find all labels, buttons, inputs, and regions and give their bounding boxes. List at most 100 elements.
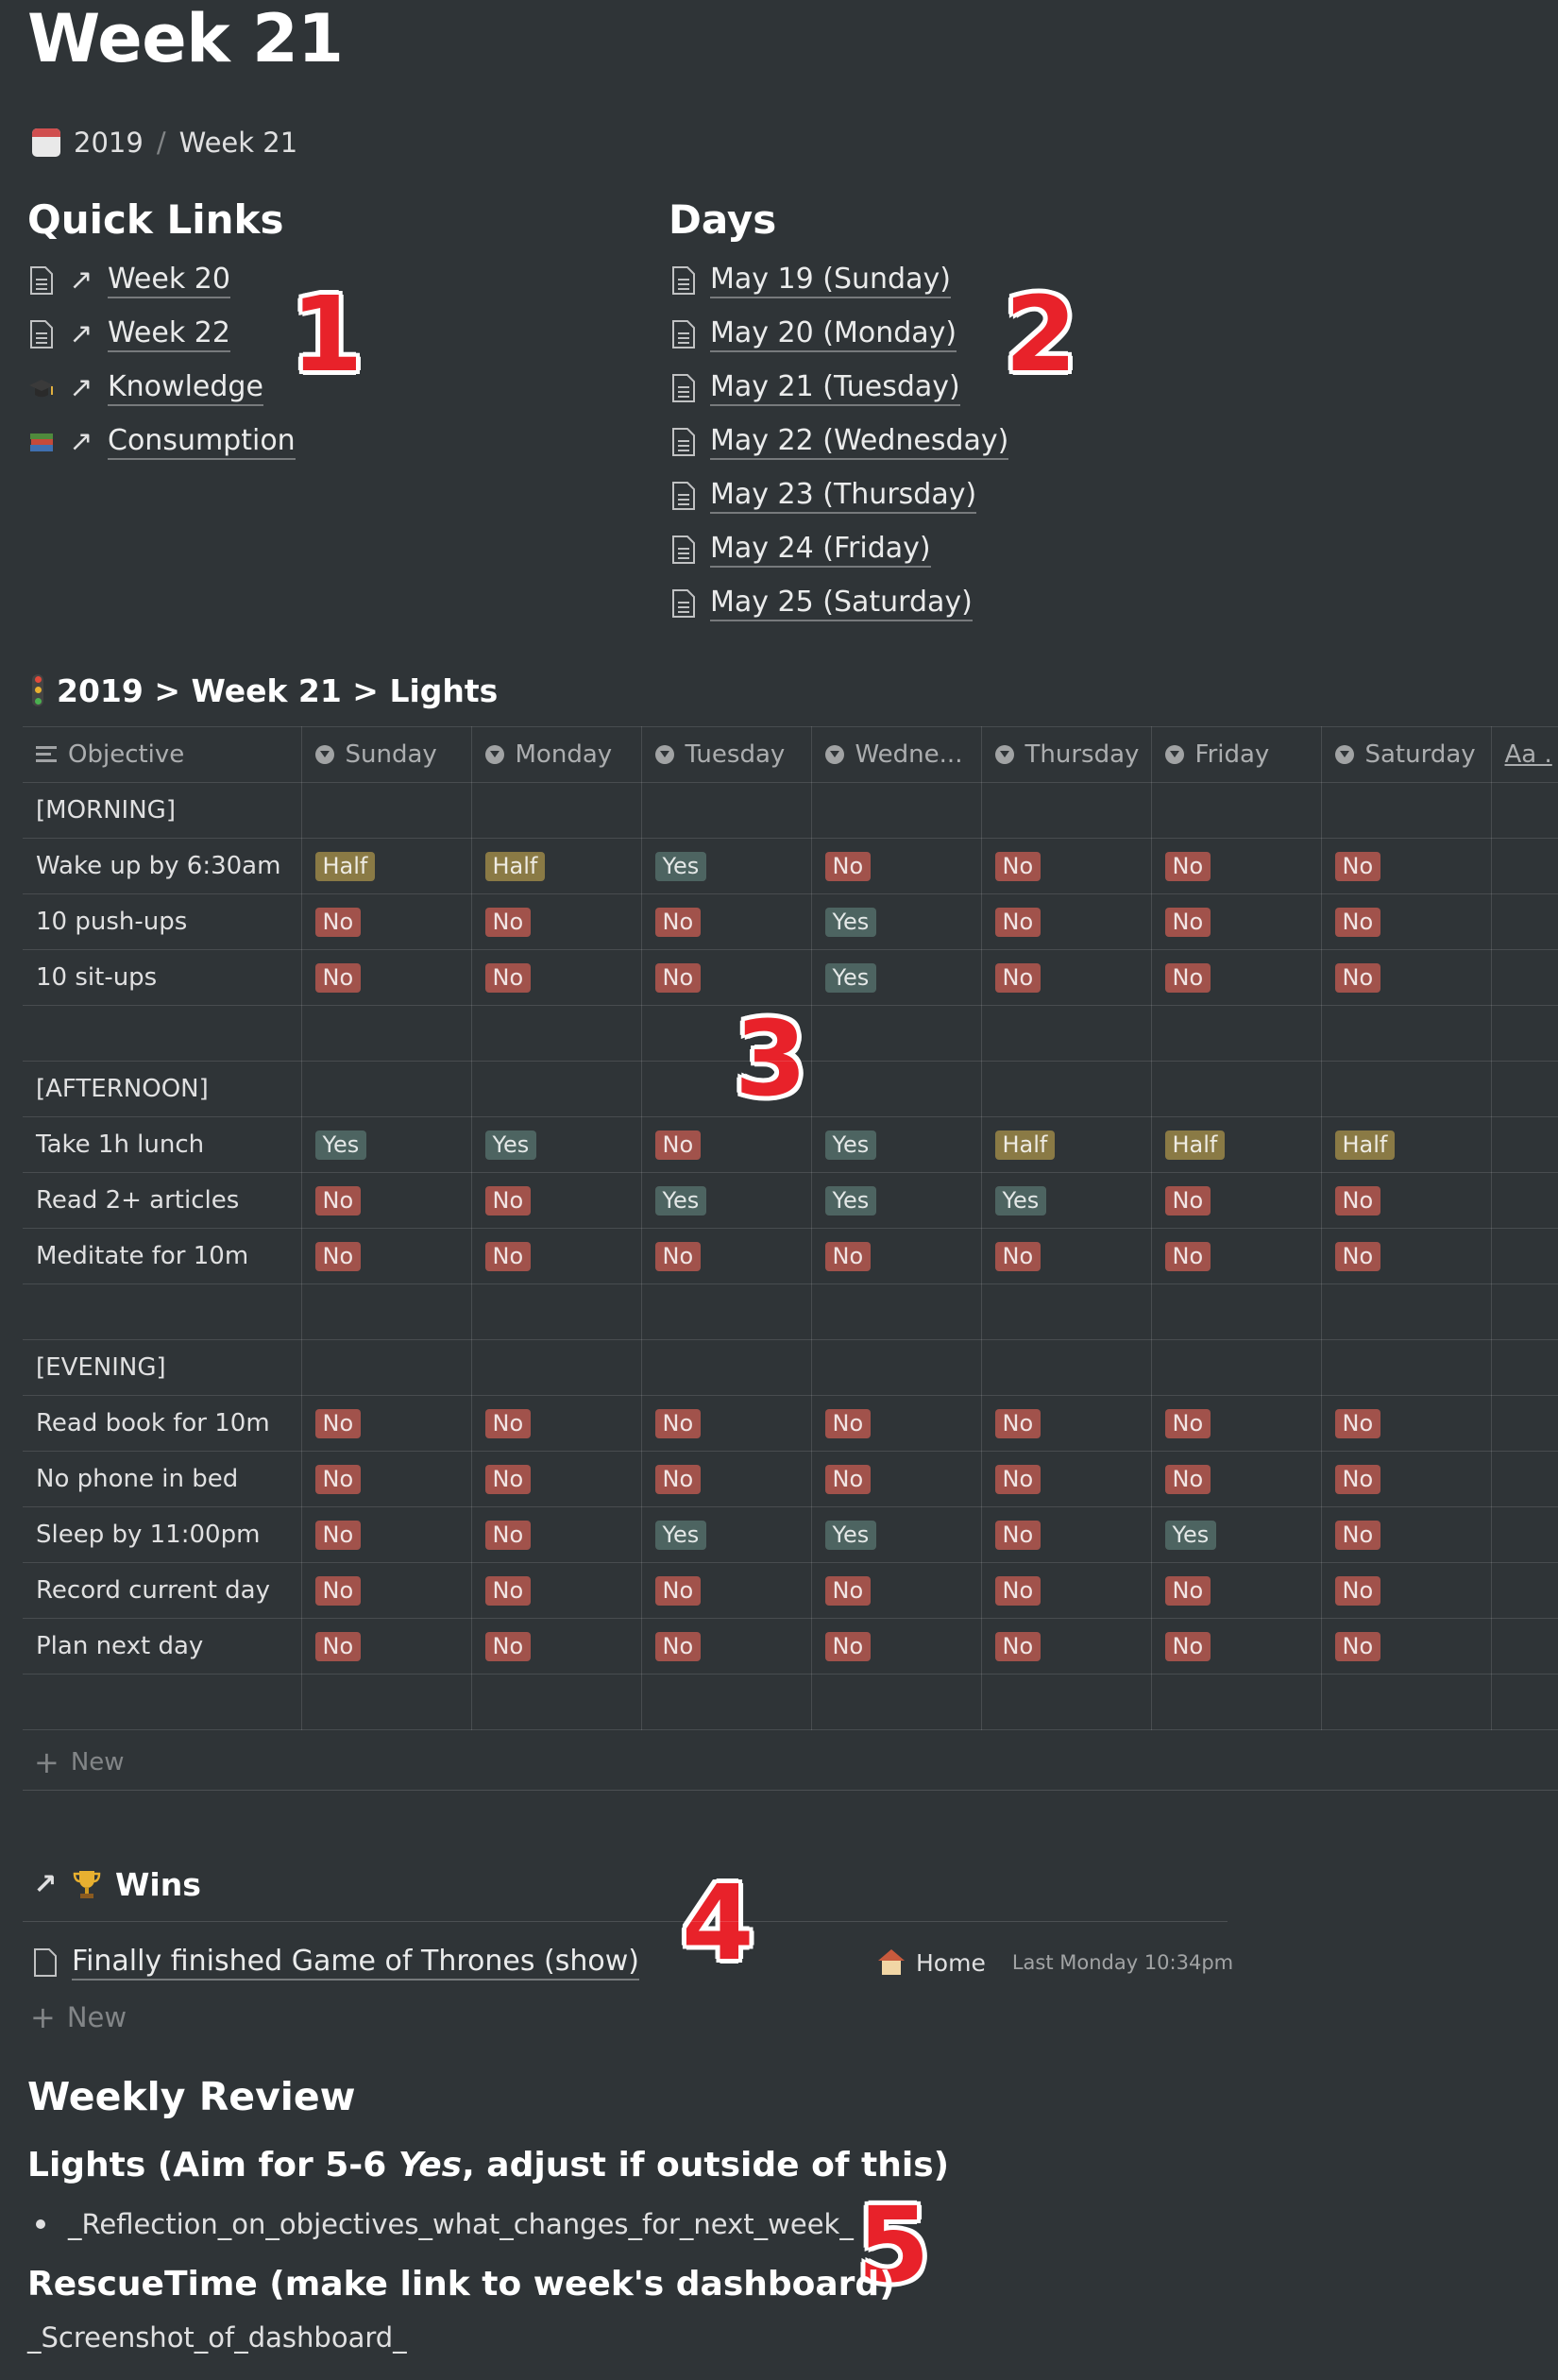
day-status-cell[interactable]: No [640,1562,812,1619]
day-status-cell[interactable]: No [470,1172,642,1229]
day-status-cell[interactable]: No [1150,1562,1322,1619]
day-status-cell[interactable] [810,1061,982,1117]
objective-cell[interactable] [23,1005,302,1062]
day-status-cell[interactable]: Half [1320,1116,1492,1173]
day-status-cell[interactable] [980,1674,1152,1730]
day-status-cell[interactable]: No [470,893,642,950]
extra-cell[interactable] [1490,1674,1558,1730]
add-win-button[interactable]: + New [30,1989,127,2046]
day-link-may-23[interactable]: May 23 (Thursday) [670,468,1008,522]
day-link-may-25[interactable]: May 25 (Saturday) [670,576,1008,630]
day-link-may-22[interactable]: May 22 (Wednesday) [670,415,1009,468]
day-status-cell[interactable]: No [470,949,642,1006]
objective-cell[interactable]: Sleep by 11:00pm [23,1506,302,1563]
lights-db-title[interactable]: 2019 > Week 21 > Lights [32,667,498,714]
day-status-cell[interactable]: No [980,1506,1152,1563]
day-status-cell[interactable] [980,1339,1152,1396]
extra-cell[interactable] [1490,893,1558,950]
day-status-cell[interactable] [1150,1005,1322,1062]
day-status-cell[interactable] [980,1284,1152,1340]
table-row[interactable]: 10 push-ups No No No Yes No No No [23,893,1558,950]
day-status-cell[interactable]: No [1320,1395,1492,1452]
extra-cell[interactable] [1490,1451,1558,1507]
day-status-cell[interactable]: No [810,1228,982,1284]
add-row-button[interactable]: + New [34,1734,125,1791]
day-status-cell[interactable]: No [1150,1228,1322,1284]
lights-review-bullet[interactable]: _Reflection_on_objectives_what_changes_f… [36,2201,854,2248]
quick-link-consumption[interactable]: ↗ Consumption [28,415,296,468]
day-status-cell[interactable]: No [470,1562,642,1619]
extra-cell[interactable] [1490,838,1558,894]
day-status-cell[interactable]: Half [300,838,472,894]
day-status-cell[interactable]: No [810,1451,982,1507]
day-status-cell[interactable] [640,1284,812,1340]
table-row[interactable]: 10 sit-ups No No No Yes No No No [23,949,1558,1006]
day-status-cell[interactable]: No [300,1562,472,1619]
breadcrumb-current[interactable]: Week 21 [178,127,298,159]
table-row[interactable]: Sleep by 11:00pm No No Yes Yes No Yes No [23,1506,1558,1563]
day-status-cell[interactable]: No [1320,949,1492,1006]
day-status-cell[interactable]: Half [980,1116,1152,1173]
day-status-cell[interactable] [640,782,812,839]
day-status-cell[interactable] [810,1284,982,1340]
extra-cell[interactable] [1490,1395,1558,1452]
day-status-cell[interactable]: No [980,949,1152,1006]
day-status-cell[interactable]: Yes [810,1116,982,1173]
day-status-cell[interactable]: No [1320,1172,1492,1229]
day-status-cell[interactable] [640,1061,812,1117]
day-link-may-19[interactable]: May 19 (Sunday) [670,253,1008,307]
day-status-cell[interactable]: Yes [300,1116,472,1173]
day-status-cell[interactable]: Yes [470,1116,642,1173]
objective-cell[interactable]: No phone in bed [23,1451,302,1507]
table-row[interactable]: [EVENING] [23,1339,1558,1396]
extra-cell[interactable] [1490,1339,1558,1396]
day-status-cell[interactable]: No [470,1395,642,1452]
extra-cell[interactable] [1490,1116,1558,1173]
day-status-cell[interactable]: No [1320,893,1492,950]
day-status-cell[interactable] [300,1339,472,1396]
day-status-cell[interactable]: No [1150,893,1322,950]
day-status-cell[interactable]: No [300,1172,472,1229]
day-status-cell[interactable]: No [300,1618,472,1674]
objective-cell[interactable]: [EVENING] [23,1339,302,1396]
table-row[interactable] [23,1674,1558,1730]
objective-cell[interactable]: Wake up by 6:30am [23,838,302,894]
rescuetime-text[interactable]: _Screenshot_of_dashboard_ [27,2321,407,2354]
table-row[interactable]: [MORNING] [23,782,1558,839]
day-status-cell[interactable]: No [980,1395,1152,1452]
extra-cell[interactable] [1490,949,1558,1006]
day-status-cell[interactable]: No [1320,1562,1492,1619]
day-status-cell[interactable]: No [640,1395,812,1452]
objective-cell[interactable]: Plan next day [23,1618,302,1674]
extra-cell[interactable] [1490,1061,1558,1117]
day-status-cell[interactable]: No [300,1506,472,1563]
column-header-saturday[interactable]: Saturday [1320,726,1492,783]
day-status-cell[interactable] [640,1339,812,1396]
table-row[interactable]: Read 2+ articles No No Yes Yes Yes No No [23,1172,1558,1229]
day-status-cell[interactable]: Yes [810,893,982,950]
column-header-thursday[interactable]: Thursday [980,726,1152,783]
day-status-cell[interactable] [300,1674,472,1730]
day-status-cell[interactable]: No [1320,1228,1492,1284]
day-status-cell[interactable]: Yes [640,838,812,894]
day-status-cell[interactable]: No [810,1618,982,1674]
table-row[interactable]: Read book for 10m No No No No No No No [23,1395,1558,1452]
extra-cell[interactable] [1490,1506,1558,1563]
day-status-cell[interactable] [470,1339,642,1396]
day-status-cell[interactable]: No [980,838,1152,894]
table-row[interactable]: Meditate for 10m No No No No No No No [23,1228,1558,1284]
table-row[interactable]: No phone in bed No No No No No No No [23,1451,1558,1507]
day-status-cell[interactable]: No [300,949,472,1006]
extra-cell[interactable] [1490,1284,1558,1340]
day-status-cell[interactable]: No [470,1451,642,1507]
day-status-cell[interactable]: Yes [1150,1506,1322,1563]
column-header-friday[interactable]: Friday [1150,726,1322,783]
day-status-cell[interactable] [1150,1061,1322,1117]
day-status-cell[interactable]: No [640,893,812,950]
objective-cell[interactable]: [AFTERNOON] [23,1061,302,1117]
objective-cell[interactable]: Read 2+ articles [23,1172,302,1229]
day-status-cell[interactable]: No [1320,838,1492,894]
column-header-tuesday[interactable]: Tuesday [640,726,812,783]
objective-cell[interactable] [23,1674,302,1730]
day-status-cell[interactable] [470,782,642,839]
